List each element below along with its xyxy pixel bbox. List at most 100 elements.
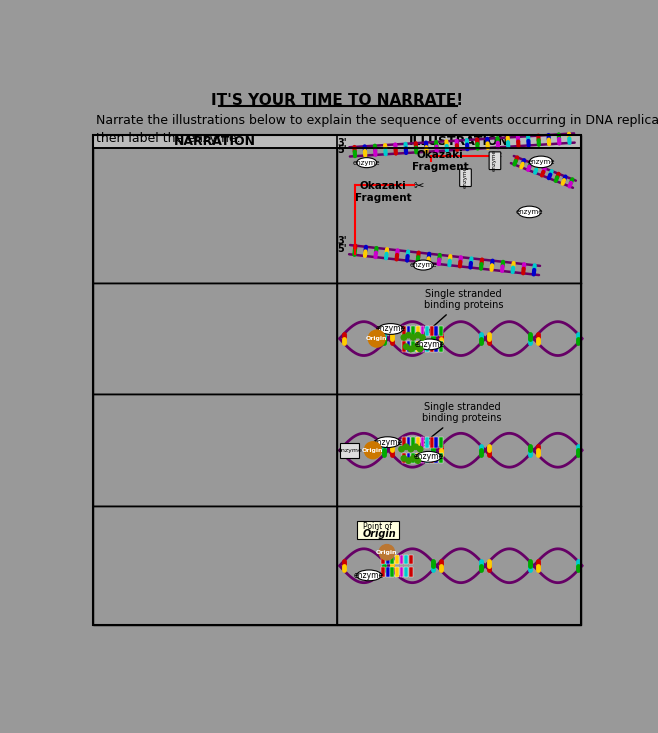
Ellipse shape: [417, 452, 441, 463]
Bar: [411, 341, 415, 352]
FancyBboxPatch shape: [340, 443, 359, 458]
Text: ✂: ✂: [414, 180, 424, 194]
Text: enzyme: enzyme: [409, 262, 437, 268]
Bar: [395, 555, 399, 564]
Bar: [416, 325, 420, 336]
FancyBboxPatch shape: [460, 169, 471, 186]
Bar: [402, 325, 406, 336]
Bar: [420, 325, 424, 336]
Text: ILLUSTRATION: ILLUSTRATION: [409, 135, 509, 148]
Bar: [404, 555, 408, 564]
Bar: [425, 341, 429, 352]
Bar: [434, 341, 438, 352]
Text: Origin: Origin: [362, 448, 384, 453]
Ellipse shape: [417, 339, 442, 350]
Text: Single stranded
binding proteins: Single stranded binding proteins: [420, 402, 502, 446]
Text: enzyme: enzyme: [492, 150, 497, 172]
Bar: [93, 394, 338, 506]
Text: enzyme: enzyme: [337, 448, 362, 453]
Bar: [434, 452, 438, 463]
Bar: [411, 325, 415, 336]
Bar: [407, 325, 411, 336]
Circle shape: [408, 446, 414, 452]
Bar: [390, 555, 394, 564]
Bar: [425, 437, 429, 448]
Bar: [404, 567, 408, 577]
Text: Single stranded
binding proteins: Single stranded binding proteins: [424, 289, 503, 334]
Bar: [381, 555, 385, 564]
Bar: [420, 452, 424, 463]
Bar: [381, 567, 385, 577]
Bar: [430, 437, 434, 448]
Text: 3': 3': [338, 138, 347, 148]
Circle shape: [411, 456, 416, 461]
Bar: [439, 452, 443, 463]
Text: enzyme: enzyme: [463, 166, 468, 188]
Bar: [338, 283, 582, 394]
Text: enzyme: enzyme: [414, 452, 443, 461]
Bar: [434, 325, 438, 336]
Text: Origin: Origin: [376, 550, 397, 555]
Text: ✂: ✂: [492, 150, 502, 163]
Circle shape: [406, 333, 411, 338]
Circle shape: [413, 444, 418, 449]
Ellipse shape: [357, 158, 377, 168]
Ellipse shape: [375, 437, 400, 448]
Bar: [399, 555, 403, 564]
Circle shape: [379, 545, 395, 560]
Text: Narrate the illustrations below to explain the sequence of events occurring in D: Narrate the illustrations below to expla…: [96, 114, 658, 145]
Bar: [386, 555, 390, 564]
Bar: [434, 437, 438, 448]
Circle shape: [415, 333, 420, 338]
FancyBboxPatch shape: [357, 520, 399, 539]
Bar: [402, 341, 406, 352]
Text: Origin: Origin: [366, 336, 388, 341]
Circle shape: [401, 456, 407, 461]
Circle shape: [368, 330, 386, 347]
Text: Point of: Point of: [363, 523, 392, 531]
Bar: [409, 555, 413, 564]
Bar: [409, 567, 413, 577]
Bar: [430, 341, 434, 352]
Bar: [402, 452, 406, 463]
Bar: [420, 437, 424, 448]
Bar: [439, 437, 443, 448]
Ellipse shape: [530, 156, 553, 168]
Circle shape: [403, 444, 409, 449]
Bar: [416, 452, 420, 463]
Bar: [386, 567, 390, 577]
Bar: [407, 452, 411, 463]
Text: NARRATION: NARRATION: [174, 135, 256, 148]
Bar: [425, 325, 429, 336]
Bar: [439, 341, 443, 352]
Text: 5': 5': [338, 145, 347, 155]
Bar: [425, 452, 429, 463]
Text: 3': 3': [338, 236, 347, 246]
Circle shape: [411, 335, 416, 340]
Circle shape: [417, 446, 423, 452]
Ellipse shape: [378, 323, 403, 334]
Text: enzyme: enzyme: [516, 209, 543, 215]
Circle shape: [399, 446, 404, 452]
Text: enzyme: enzyme: [415, 340, 445, 349]
Bar: [402, 437, 406, 448]
Text: Origin: Origin: [363, 528, 397, 539]
Text: 5': 5': [338, 244, 347, 254]
Bar: [93, 135, 582, 148]
Bar: [395, 567, 399, 577]
Text: enzyme: enzyme: [372, 438, 403, 446]
Bar: [430, 452, 434, 463]
Bar: [338, 394, 582, 506]
Circle shape: [365, 442, 382, 459]
Bar: [416, 341, 420, 352]
Bar: [411, 452, 415, 463]
Ellipse shape: [518, 206, 541, 218]
Bar: [416, 437, 420, 448]
Text: Okazaki
Fragment: Okazaki Fragment: [355, 181, 411, 203]
Text: enzyme: enzyme: [527, 159, 555, 165]
Text: Okazaki
Fragment: Okazaki Fragment: [412, 150, 468, 172]
Circle shape: [415, 458, 420, 463]
Bar: [411, 437, 415, 448]
Text: enzyme: enzyme: [353, 160, 380, 166]
FancyBboxPatch shape: [489, 152, 501, 169]
